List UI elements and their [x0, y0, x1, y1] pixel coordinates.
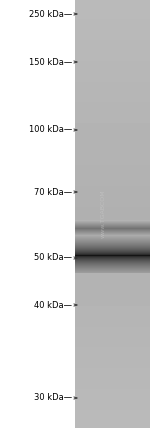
Text: 70 kDa—: 70 kDa— [34, 187, 72, 196]
Text: 50 kDa—: 50 kDa— [34, 253, 72, 262]
Text: 100 kDa—: 100 kDa— [29, 125, 72, 134]
Text: 40 kDa—: 40 kDa— [34, 300, 72, 309]
Text: 250 kDa—: 250 kDa— [29, 9, 72, 18]
Text: 30 kDa—: 30 kDa— [34, 393, 72, 402]
Text: www.TGABCOM: www.TGABCOM [101, 190, 106, 238]
Text: 150 kDa—: 150 kDa— [29, 57, 72, 66]
